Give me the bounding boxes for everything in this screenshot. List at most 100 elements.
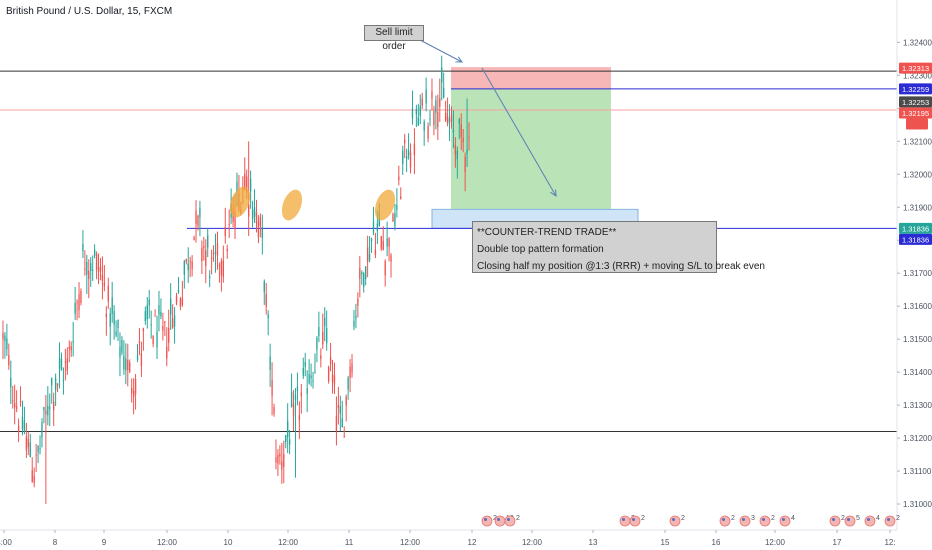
candle-body — [423, 121, 425, 131]
candle-body — [271, 379, 273, 396]
candle-body — [127, 360, 129, 371]
event-flag-dot — [847, 518, 850, 521]
candle-body — [88, 270, 90, 279]
candle-body — [146, 305, 148, 320]
candle-body — [140, 353, 143, 367]
candle-body — [439, 98, 441, 107]
trade-zones — [431, 67, 639, 229]
candle-body — [162, 326, 164, 331]
candle-body — [407, 150, 410, 156]
candle-body — [193, 237, 195, 240]
price-label-bg — [899, 83, 932, 95]
candle-body — [58, 357, 61, 369]
candle-body — [248, 204, 250, 217]
candle-body — [329, 357, 332, 365]
event-count: 4 — [791, 515, 795, 522]
price-label-bg — [899, 62, 932, 74]
event-icon — [884, 515, 896, 527]
candle-body — [386, 238, 388, 247]
price-label-bg — [899, 107, 932, 119]
candle-body — [316, 338, 318, 350]
candle-body — [203, 246, 205, 248]
candle-body — [33, 475, 35, 484]
candle-body — [288, 439, 291, 445]
event-flag-dot — [762, 518, 765, 521]
stop-loss-zone — [451, 67, 611, 89]
candle-body — [6, 338, 8, 350]
candle-body — [23, 420, 26, 433]
candle-body — [417, 117, 419, 126]
candle-body — [74, 302, 76, 314]
candle-body — [205, 250, 207, 266]
candle-body — [444, 112, 447, 121]
candle-body — [285, 435, 287, 443]
candle-body — [35, 454, 37, 456]
candle-body — [123, 356, 125, 370]
take-profit-zone — [451, 88, 611, 211]
candle-body — [68, 346, 70, 349]
y-tick-label: 1.31000 — [903, 500, 932, 509]
candle-body — [158, 305, 160, 315]
candle-body — [80, 290, 82, 303]
highlight-ellipse — [374, 189, 396, 221]
event-flag-dot — [832, 518, 835, 521]
candle-body — [388, 238, 390, 247]
candlestick-series — [2, 55, 470, 505]
candle-body — [60, 358, 63, 371]
trade-note[interactable]: **COUNTER-TREND TRADE** Double top patte… — [472, 221, 765, 273]
candle-body — [41, 422, 43, 438]
price-axis[interactable]: 1.324001.323001.322001.321001.320001.319… — [896, 0, 932, 530]
candle-body — [349, 366, 351, 379]
time-axis[interactable]: 4:00 8 9 12:00 10 12:00 11 12:00 12 12:00 13 15 16 12… — [0, 529, 897, 547]
economic-events[interactable]: 212222223242542 — [481, 515, 900, 527]
event-count: 2 — [641, 515, 645, 522]
trade-note-title: **COUNTER-TREND TRADE** — [477, 227, 617, 238]
candle-body — [456, 150, 458, 160]
event-icon — [619, 515, 631, 527]
candle-body — [228, 224, 230, 226]
candle-body — [164, 321, 166, 323]
candle-body — [394, 213, 396, 227]
candle-body — [27, 439, 29, 448]
candle-body — [49, 406, 51, 410]
sell-limit-note[interactable]: Sell limit order — [364, 25, 424, 52]
x-tick-label: 10 — [224, 538, 233, 547]
candle-body — [214, 251, 217, 254]
candle-body — [415, 109, 418, 115]
candle-body — [56, 383, 59, 386]
candle-body — [411, 108, 414, 119]
candle-body — [265, 294, 267, 307]
candle-body — [47, 405, 49, 416]
y-tick-label: 1.31100 — [903, 467, 932, 476]
event-count: 2 — [896, 515, 900, 522]
candle-body — [437, 112, 439, 128]
candle-body — [212, 252, 215, 254]
x-tick-label: 12: — [884, 538, 895, 547]
x-tick-label: 17 — [833, 538, 842, 547]
price-label: 1.31836 — [902, 224, 929, 233]
candle-body — [21, 416, 24, 430]
candle-body — [326, 327, 328, 344]
candle-body — [300, 392, 302, 396]
y-tick-label: 1.31400 — [903, 368, 932, 377]
candle-body — [70, 346, 72, 351]
x-tick-label: 12:00 — [157, 538, 178, 547]
candle-body — [236, 181, 238, 193]
event-count: 5 — [856, 515, 860, 522]
candle-body — [199, 207, 201, 218]
event-flag-dot — [782, 518, 785, 521]
candle-body — [324, 317, 326, 326]
candle-body — [209, 276, 211, 278]
candle-body — [234, 213, 236, 229]
candle-body — [462, 138, 464, 143]
candle-body — [468, 136, 470, 138]
event-icon — [629, 515, 641, 527]
candle-body — [187, 263, 189, 270]
candle-body — [405, 156, 408, 160]
candle-body — [10, 377, 12, 388]
candle-body — [17, 425, 20, 432]
candle-body — [331, 374, 334, 382]
price-label: 1.31836 — [902, 235, 929, 244]
candle-body — [460, 123, 462, 138]
